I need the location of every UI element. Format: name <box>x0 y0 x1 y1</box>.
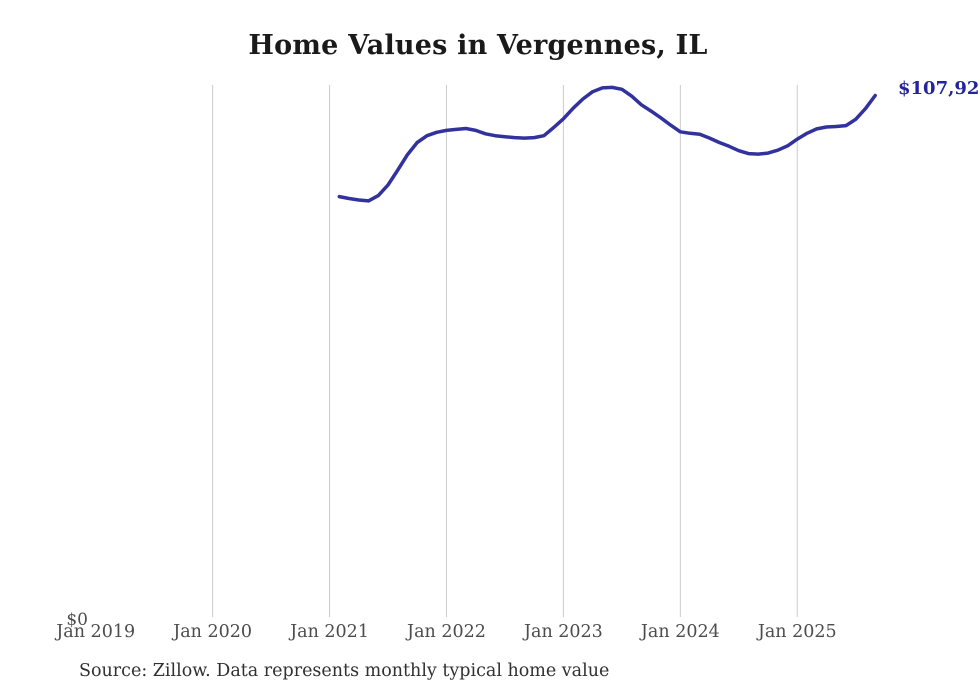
chart-title: Home Values in Vergennes, IL <box>248 30 708 61</box>
y-axis-zero-label: $0 <box>66 610 88 630</box>
x-axis-label: Jan 2022 <box>407 622 486 642</box>
latest-value-label: $107,921 <box>898 78 980 99</box>
source-note: Source: Zillow. Data represents monthly … <box>79 661 610 681</box>
x-axis-label: Jan 2023 <box>523 622 603 642</box>
home-value-line <box>337 85 877 203</box>
x-axis-label: Jan 2024 <box>640 622 720 642</box>
x-axis-label: Jan 2025 <box>757 622 837 642</box>
x-axis-label: Jan 2021 <box>290 622 369 642</box>
x-axis-label: Jan 2019 <box>56 622 136 642</box>
x-axis-label: Jan 2020 <box>173 622 253 642</box>
